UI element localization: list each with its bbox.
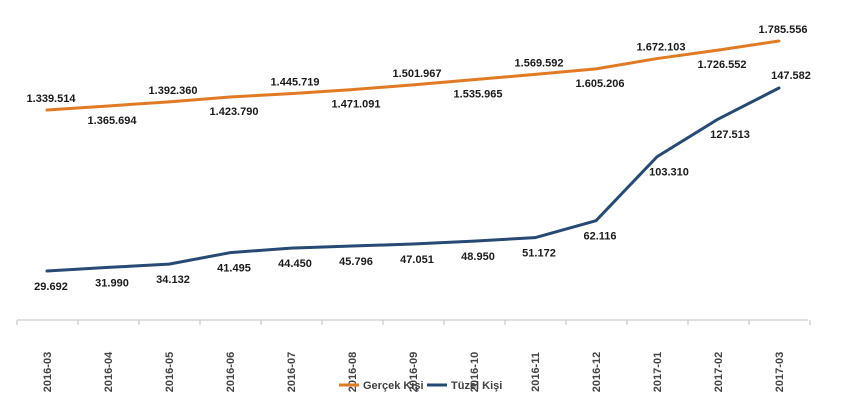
data-label: 1.392.360	[149, 85, 198, 97]
x-tick-label: 2017-02	[713, 352, 725, 392]
data-label: 1.672.103	[637, 42, 686, 54]
series-line-tuzel-kisi	[45, 86, 781, 273]
data-label: 147.582	[771, 70, 811, 82]
data-label: 29.692	[34, 281, 68, 293]
x-tick-label: 2016-12	[591, 352, 603, 392]
data-label: 1.445.719	[271, 77, 320, 89]
legend: Gerçek Kişi Tüzel Kişi	[339, 380, 502, 392]
data-label: 31.990	[95, 277, 129, 289]
x-tick-label: 2016-10	[469, 352, 481, 392]
x-tick-label: 2016-08	[347, 352, 359, 392]
legend-label: Gerçek Kişi	[363, 380, 424, 392]
data-label: 34.132	[156, 274, 190, 286]
data-label: 103.310	[649, 167, 689, 179]
series-line-gercek-kisi	[45, 39, 781, 112]
data-label: 44.450	[278, 258, 312, 270]
x-tick-label: 2016-11	[530, 352, 542, 392]
data-label: 1.605.206	[576, 78, 625, 90]
data-label: 62.116	[583, 231, 616, 243]
data-label: 1.423.790	[210, 106, 259, 118]
data-label: 47.051	[400, 254, 434, 266]
data-label: 1.726.552	[698, 59, 747, 71]
data-label: 1.339.514	[27, 93, 77, 105]
data-label: 51.172	[522, 248, 556, 260]
data-label: 48.950	[461, 251, 495, 263]
data-labels: 1.339.514 1.365.694 1.392.360 1.423.790 1.44…	[27, 24, 811, 293]
data-label: 1.501.967	[393, 68, 442, 80]
series-lines	[45, 39, 781, 273]
x-tick-label: 2016-04	[103, 351, 115, 392]
data-label: 1.569.592	[515, 57, 564, 69]
data-label: 127.513	[710, 129, 750, 141]
x-tick-label: 2016-05	[164, 352, 176, 392]
x-tick-label: 2016-07	[286, 352, 298, 392]
data-label: 41.495	[217, 263, 251, 275]
legend-label: Tüzel Kişi	[451, 380, 502, 392]
data-label: 1.535.965	[454, 89, 503, 101]
x-axis-ticks: 2016-03 2016-04 2016-05 2016-06 2016-07 2016-…	[16, 320, 811, 392]
x-tick-label: 2017-01	[652, 352, 664, 392]
x-tick-label: 2016-06	[225, 352, 237, 392]
data-label: 1.471.091	[332, 99, 381, 111]
x-tick-label: 2016-03	[42, 352, 54, 392]
data-label: 1.365.694	[88, 115, 138, 127]
x-tick-label: 2016-09	[408, 352, 420, 392]
x-tick-label: 2017-03	[774, 352, 786, 392]
data-label: 45.796	[339, 256, 373, 268]
data-label: 1.785.556	[759, 24, 808, 36]
